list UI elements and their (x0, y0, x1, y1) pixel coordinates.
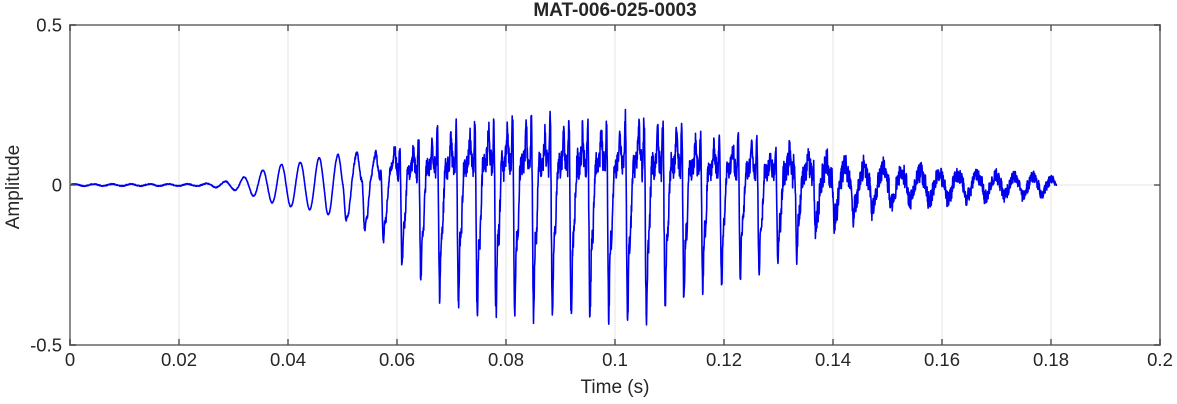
x-axis-label: Time (s) (580, 377, 650, 398)
y-tick-label: -0.5 (30, 335, 62, 356)
y-tick-label: 0 (52, 175, 62, 196)
x-tick-label: 0.16 (924, 349, 960, 370)
x-tick-label: 0.1 (602, 349, 628, 370)
y-axis-label: Amplitude (3, 144, 24, 230)
waveform-path (69, 108, 1058, 326)
x-tick-label: 0.18 (1033, 349, 1069, 370)
x-tick-label: 0 (65, 349, 75, 370)
x-tick-label: 0.04 (270, 349, 306, 370)
x-tick-label: 0.06 (379, 349, 415, 370)
x-tick-label: 0.08 (488, 349, 524, 370)
y-tick-label: 0.5 (36, 15, 62, 36)
x-tick-label: 0.14 (815, 349, 851, 370)
x-tick-label: 0.12 (706, 349, 742, 370)
x-tick-label: 0.02 (161, 349, 197, 370)
x-tick-label: 0.2 (1147, 349, 1173, 370)
chart-title: MAT-006-025-0003 (533, 0, 697, 21)
